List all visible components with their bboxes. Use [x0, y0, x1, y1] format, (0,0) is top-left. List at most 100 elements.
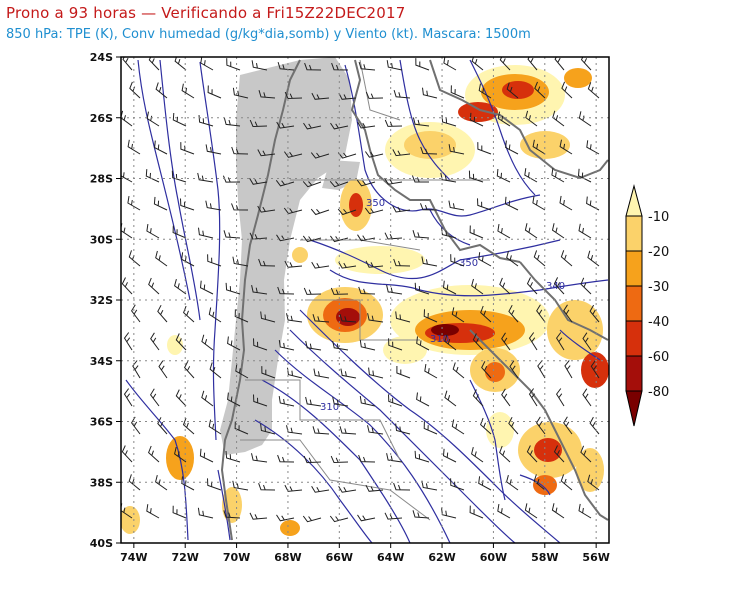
wind-barb — [469, 112, 484, 127]
wind-barb — [311, 92, 330, 100]
wind-barb — [251, 60, 268, 71]
wind-barb — [388, 338, 403, 351]
wind-barb — [225, 282, 241, 295]
wind-barb — [359, 396, 376, 407]
wind-barb — [312, 314, 330, 323]
wind-barb — [332, 396, 349, 407]
wind-barb — [249, 119, 268, 128]
wind-barb — [123, 332, 133, 351]
wind-barb — [223, 230, 241, 239]
wind-barb — [384, 119, 403, 127]
wind-barb — [532, 139, 546, 155]
wind-barb — [448, 144, 465, 155]
wind-barb — [225, 450, 241, 463]
wind-barb — [477, 142, 492, 155]
wind-barb — [338, 485, 357, 493]
lon-tick-label: 70W — [223, 551, 250, 564]
wind-barb — [506, 82, 519, 99]
wind-barb — [157, 417, 168, 435]
wind-barb — [232, 87, 249, 99]
wind-barb — [395, 423, 411, 435]
wind-barb — [200, 57, 214, 71]
wind-barb — [183, 361, 195, 379]
plot-area: 350 350 340 310 310 — [121, 57, 609, 543]
wind-barb — [249, 512, 268, 520]
wind-barb — [442, 280, 457, 295]
lat-tick-label: 32S — [90, 294, 113, 307]
wind-barb — [392, 149, 411, 157]
wind-barb — [528, 388, 538, 407]
wind-barb — [559, 139, 573, 155]
wind-barb — [480, 305, 492, 323]
wind-barb — [251, 453, 268, 463]
wind-barb — [480, 417, 492, 435]
wind-barb — [227, 336, 241, 351]
wind-barb — [175, 333, 187, 351]
wind-barb — [357, 234, 376, 242]
color-legend: -10 -20 -30 -40 -60 -80 — [625, 184, 669, 427]
wind-barb — [384, 232, 403, 240]
wind-barb — [524, 223, 538, 239]
wind-barb — [197, 507, 214, 519]
wind-barb — [477, 198, 492, 211]
wind-barb — [155, 250, 168, 267]
wind-barb — [587, 474, 600, 491]
wind-barb — [302, 515, 322, 523]
wind-barb — [422, 87, 438, 99]
lat-tick-label: 28S — [90, 173, 113, 186]
wind-barb — [393, 482, 411, 491]
wind-barb — [337, 208, 357, 216]
wind-barb — [132, 360, 141, 379]
wind-barb — [356, 179, 376, 187]
wind-barb — [534, 81, 546, 99]
wind-barb — [340, 368, 357, 379]
wind-barb — [580, 57, 592, 71]
wind-barb — [277, 286, 295, 295]
wind-barb — [448, 200, 465, 211]
wind-barb — [303, 122, 322, 130]
wind-barb — [469, 505, 484, 519]
wind-barb — [304, 62, 322, 71]
wind-barb — [332, 340, 349, 351]
wind-barb — [411, 175, 429, 183]
wind-barb — [358, 286, 376, 295]
wind-barb — [311, 261, 330, 269]
wind-barb — [586, 140, 600, 155]
wind-barb — [472, 389, 484, 407]
wind-barb — [121, 445, 133, 463]
wind-barb — [303, 287, 322, 295]
wind-barb — [148, 277, 160, 295]
wind-barb — [338, 261, 357, 269]
wind-barb — [505, 140, 519, 155]
wind-barb — [415, 58, 430, 71]
wind-barb — [450, 254, 465, 267]
wind-barb — [388, 394, 403, 407]
lat-tick-label: 34S — [90, 355, 113, 368]
wind-barb — [471, 278, 484, 295]
wind-barb — [261, 366, 276, 379]
contour-label: 310 — [430, 334, 449, 345]
wind-barb — [532, 195, 546, 211]
wind-barb — [174, 446, 187, 463]
lon-tick-label: 66W — [326, 551, 353, 564]
wind-barb — [155, 474, 168, 491]
wind-barb — [172, 225, 187, 239]
wind-barb — [444, 390, 457, 407]
wind-barb — [501, 332, 511, 351]
wind-barb — [580, 445, 592, 463]
wind-barb — [580, 277, 592, 295]
wind-barb — [551, 503, 565, 519]
wind-barb — [302, 181, 322, 188]
wind-barb — [305, 340, 322, 351]
wind-barb — [420, 203, 438, 211]
wind-barb — [310, 208, 330, 216]
wind-barb — [278, 340, 295, 351]
wind-barb — [536, 304, 546, 323]
lon-tick-label: 72W — [171, 551, 198, 564]
wind-barb — [283, 207, 303, 215]
wind-barb — [472, 333, 484, 351]
wind-barb — [586, 196, 600, 211]
wind-barb — [393, 258, 411, 267]
wind-barb — [275, 180, 295, 187]
